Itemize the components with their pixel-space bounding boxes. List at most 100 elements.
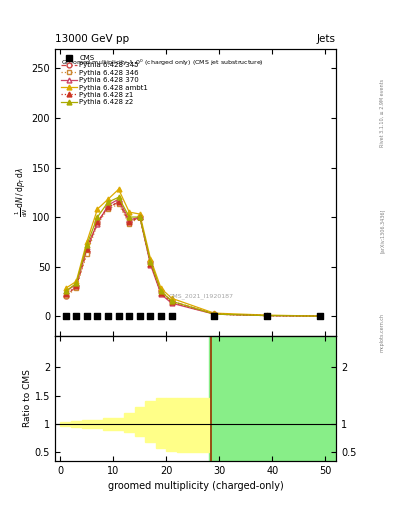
Pythia 6.428 z1: [116, 199, 121, 205]
Pythia 6.428 z2: [265, 312, 270, 318]
Text: [arXiv:1306.3436]: [arXiv:1306.3436]: [380, 208, 384, 252]
Pythia 6.428 346: [84, 250, 89, 257]
Bar: [156, 398, 166, 447]
Pythia 6.428 ambt1: [95, 206, 100, 212]
CMS: [169, 312, 175, 320]
Pythia 6.428 370: [74, 281, 79, 287]
CMS: [211, 312, 217, 320]
Pythia 6.428 ambt1: [127, 209, 132, 215]
Bar: [145, 401, 156, 442]
Pythia 6.428 z1: [127, 219, 132, 225]
Line: Pythia 6.428 z2: Pythia 6.428 z2: [63, 195, 323, 318]
Pythia 6.428 z1: [212, 311, 217, 317]
CMS: [317, 312, 323, 320]
CMS: [158, 312, 164, 320]
Pythia 6.428 345: [116, 199, 121, 205]
CMS: [116, 312, 122, 320]
CMS: [105, 312, 111, 320]
Pythia 6.428 z2: [63, 288, 68, 294]
Pythia 6.428 345: [106, 204, 110, 210]
Pythia 6.428 345: [127, 219, 132, 225]
Pythia 6.428 z2: [212, 311, 217, 317]
Pythia 6.428 z2: [95, 214, 100, 220]
CMS: [73, 312, 79, 320]
Bar: [81, 420, 103, 428]
Text: mcplots.cern.ch: mcplots.cern.ch: [380, 313, 384, 352]
Pythia 6.428 345: [212, 311, 217, 317]
Pythia 6.428 346: [116, 201, 121, 207]
Pythia 6.428 370: [265, 312, 270, 318]
Pythia 6.428 ambt1: [265, 312, 270, 318]
Pythia 6.428 370: [127, 217, 132, 223]
Pythia 6.428 z2: [169, 298, 174, 304]
Bar: [103, 418, 124, 430]
Text: Rivet 3.1.10, ≥ 2.9M events: Rivet 3.1.10, ≥ 2.9M events: [380, 78, 384, 147]
Pythia 6.428 370: [212, 311, 217, 317]
Y-axis label: Ratio to CMS: Ratio to CMS: [23, 370, 32, 428]
Pythia 6.428 z1: [106, 204, 110, 210]
CMS: [126, 312, 132, 320]
Pythia 6.428 ambt1: [159, 285, 163, 291]
Line: Pythia 6.428 ambt1: Pythia 6.428 ambt1: [63, 187, 323, 318]
Pythia 6.428 z1: [159, 290, 163, 296]
Pythia 6.428 z1: [169, 299, 174, 305]
Text: CMS_2021_I1920187: CMS_2021_I1920187: [169, 293, 233, 298]
Pythia 6.428 346: [63, 293, 68, 300]
CMS: [264, 312, 270, 320]
Pythia 6.428 z1: [138, 214, 142, 220]
Pythia 6.428 346: [95, 221, 100, 227]
Pythia 6.428 345: [95, 219, 100, 225]
Pythia 6.428 ambt1: [106, 196, 110, 202]
Pythia 6.428 345: [63, 293, 68, 300]
Pythia 6.428 z1: [74, 283, 79, 289]
CMS: [94, 312, 101, 320]
Pythia 6.428 345: [169, 298, 174, 304]
Pythia 6.428 370: [159, 291, 163, 297]
Bar: [134, 407, 145, 436]
Pythia 6.428 z2: [148, 259, 153, 265]
Pythia 6.428 345: [159, 288, 163, 294]
Pythia 6.428 z2: [84, 242, 89, 248]
CMS: [147, 312, 154, 320]
Pythia 6.428 346: [148, 259, 153, 265]
Bar: [209, 336, 336, 461]
Pythia 6.428 346: [138, 214, 142, 220]
Pythia 6.428 370: [63, 288, 68, 294]
Pythia 6.428 346: [169, 298, 174, 304]
Pythia 6.428 370: [318, 313, 323, 319]
Pythia 6.428 z1: [95, 219, 100, 225]
Pythia 6.428 ambt1: [169, 295, 174, 302]
Pythia 6.428 370: [84, 244, 89, 250]
Pythia 6.428 345: [148, 259, 153, 265]
Pythia 6.428 346: [159, 288, 163, 294]
Pythia 6.428 ambt1: [138, 211, 142, 217]
Bar: [166, 398, 177, 451]
Pythia 6.428 345: [265, 312, 270, 318]
Bar: [60, 422, 71, 425]
Pythia 6.428 ambt1: [318, 313, 323, 319]
Pythia 6.428 z2: [127, 214, 132, 220]
CMS: [137, 312, 143, 320]
CMS: [84, 312, 90, 320]
Pythia 6.428 370: [138, 214, 142, 220]
Pythia 6.428 370: [148, 262, 153, 268]
Pythia 6.428 ambt1: [148, 255, 153, 262]
Text: 13000 GeV pp: 13000 GeV pp: [55, 33, 129, 44]
Line: Pythia 6.428 346: Pythia 6.428 346: [63, 202, 323, 318]
Bar: [124, 413, 134, 433]
Pythia 6.428 346: [106, 206, 110, 212]
Line: Pythia 6.428 370: Pythia 6.428 370: [63, 197, 323, 318]
Pythia 6.428 z1: [63, 291, 68, 297]
Line: Pythia 6.428 z1: Pythia 6.428 z1: [63, 200, 323, 318]
Pythia 6.428 346: [318, 313, 323, 319]
Pythia 6.428 z2: [159, 288, 163, 294]
Pythia 6.428 345: [318, 313, 323, 319]
Pythia 6.428 346: [212, 311, 217, 317]
Y-axis label: $\frac{1}{\mathrm{d}N}\,\mathrm{d}N\,/\,\mathrm{d}p_\mathrm{T}\,\mathrm{d}\lambd: $\frac{1}{\mathrm{d}N}\,\mathrm{d}N\,/\,…: [14, 167, 30, 218]
Pythia 6.428 z2: [116, 194, 121, 200]
Pythia 6.428 ambt1: [74, 279, 79, 285]
Pythia 6.428 345: [84, 249, 89, 255]
Pythia 6.428 370: [106, 202, 110, 208]
Pythia 6.428 370: [116, 196, 121, 202]
Pythia 6.428 z2: [106, 199, 110, 205]
